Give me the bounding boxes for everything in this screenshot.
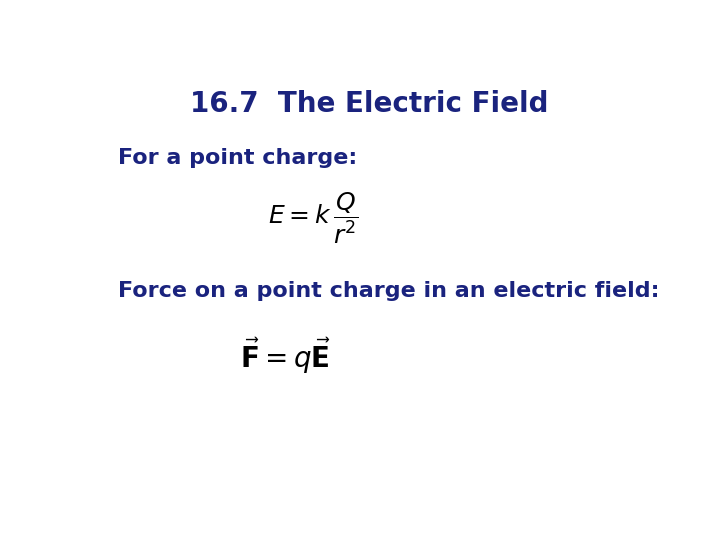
Text: For a point charge:: For a point charge: [118, 148, 357, 168]
Text: 16.7  The Electric Field: 16.7 The Electric Field [190, 90, 548, 118]
Text: $\vec{\mathbf{F}} = q\vec{\mathbf{E}}$: $\vec{\mathbf{F}} = q\vec{\mathbf{E}}$ [240, 336, 330, 376]
Text: $E = k\,\dfrac{Q}{r^2}$: $E = k\,\dfrac{Q}{r^2}$ [268, 191, 359, 246]
Text: Force on a point charge in an electric field:: Force on a point charge in an electric f… [118, 281, 660, 301]
